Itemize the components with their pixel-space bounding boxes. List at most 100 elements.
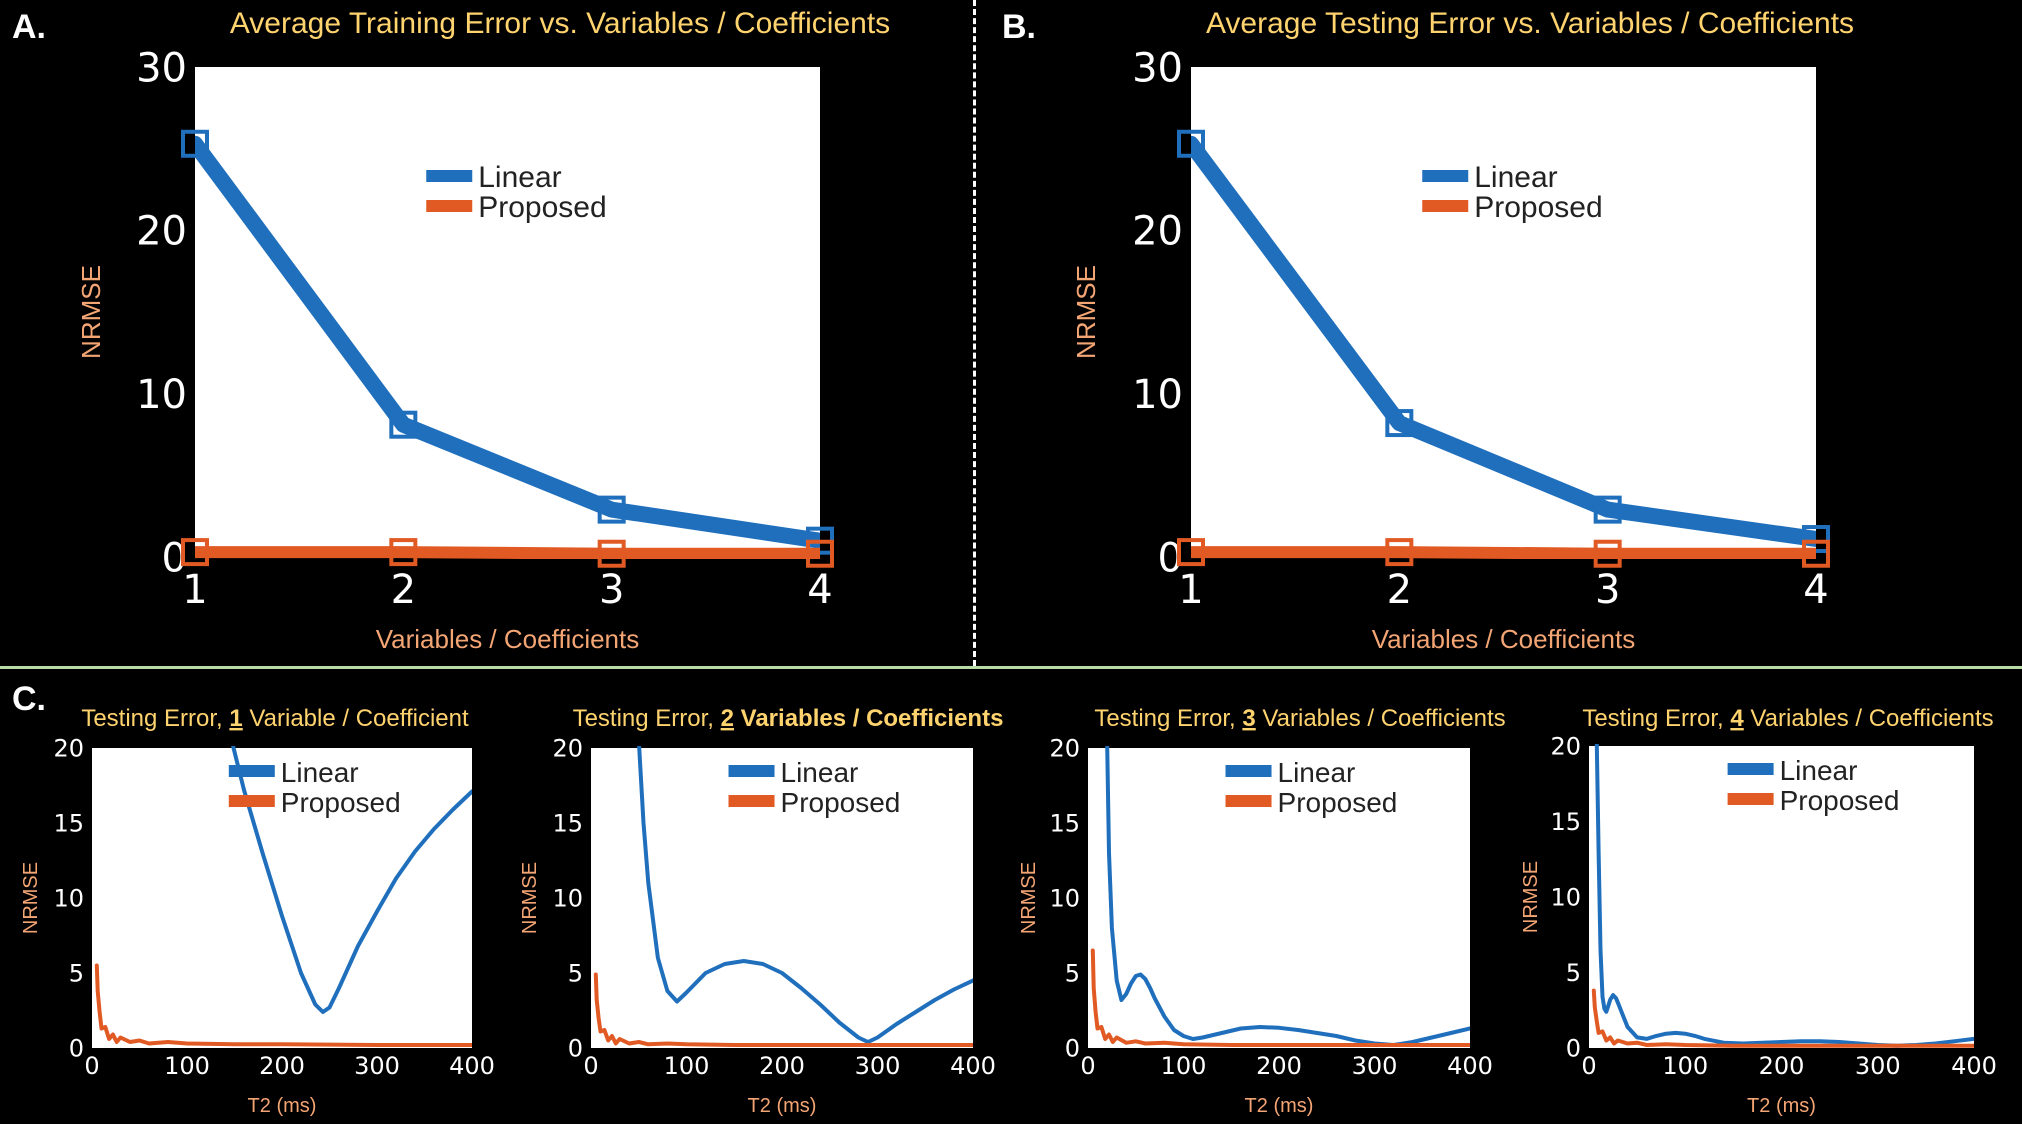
data-point-linear: [1177, 129, 1205, 158]
x-tick-label: 200: [1759, 1052, 1805, 1080]
x-axis-label: Variables / Coefficients: [376, 624, 640, 654]
y-tick-label: 20: [136, 209, 187, 255]
chart-6: Testing Error, 4 Variables / Coefficient…: [1520, 705, 1997, 1117]
x-tick-label: 300: [1352, 1052, 1398, 1080]
x-tick-label: 0: [1080, 1052, 1095, 1080]
x-tick-label: 1: [182, 567, 207, 613]
x-axis-label: T2 (ms): [748, 1095, 817, 1117]
x-tick-label: 300: [855, 1052, 901, 1080]
x-axis-label: T2 (ms): [1747, 1095, 1816, 1117]
y-tick-label: 5: [69, 960, 84, 988]
legend-swatch-linear: [1225, 765, 1272, 777]
x-tick-label: 400: [950, 1052, 996, 1080]
panel-letter-c: C.: [12, 680, 46, 718]
y-tick-label: 0: [1566, 1035, 1581, 1063]
chart-title: Testing Error, 3 Variables / Coefficient…: [1094, 705, 1505, 732]
data-point-proposed: [1177, 538, 1205, 567]
y-axis-label: NRMSE: [1018, 862, 1040, 934]
series-line-proposed: [94, 963, 472, 1047]
x-tick-label: 3: [599, 567, 624, 613]
legend-label-linear: Linear: [1278, 757, 1356, 788]
plot-area: [92, 748, 472, 1048]
legend-label-proposed: Proposed: [1780, 785, 1900, 816]
y-tick-label: 10: [1049, 885, 1080, 913]
y-tick-label: 10: [136, 372, 187, 418]
chart-title-part: 1: [229, 705, 242, 732]
chart-5: Testing Error, 3 Variables / Coefficient…: [1018, 705, 1506, 1117]
legend-label-linear: Linear: [478, 161, 561, 194]
data-point-proposed: [181, 538, 209, 567]
x-tick-label: 200: [759, 1052, 805, 1080]
x-tick-label: 400: [449, 1052, 495, 1080]
y-tick-label: 0: [69, 1035, 84, 1063]
legend-swatch-proposed: [728, 795, 775, 807]
legend-label-linear: Linear: [1474, 161, 1557, 194]
x-tick-label: 400: [1447, 1052, 1493, 1080]
chart-title: Testing Error, 4 Variables / Coefficient…: [1582, 705, 1993, 732]
data-point-proposed: [1593, 539, 1622, 568]
chart-title: Testing Error, 2 Variables / Coefficient…: [573, 705, 1004, 732]
series-line-linear: [195, 135, 820, 549]
y-tick-label: 15: [552, 810, 583, 838]
y-tick-label: 10: [53, 885, 84, 913]
chart-title-part: Testing Error,: [1094, 705, 1242, 732]
x-tick-label: 4: [1803, 567, 1828, 613]
data-point-linear: [1593, 495, 1622, 524]
plot-area: [591, 748, 973, 1048]
x-tick-label: 100: [164, 1052, 210, 1080]
data-point-proposed: [597, 539, 626, 568]
legend-label-proposed: Proposed: [1278, 787, 1398, 818]
chart-1: Average Training Error vs. Variables / C…: [76, 7, 890, 654]
y-axis-label: NRMSE: [20, 862, 42, 934]
x-tick-label: 400: [1951, 1052, 1997, 1080]
chart-title-part: 2: [721, 705, 734, 732]
chart-2: Average Testing Error vs. Variables / Co…: [1071, 7, 1854, 654]
data-point-proposed: [1802, 539, 1830, 568]
y-tick-label: 20: [552, 735, 583, 763]
chart-title-part: Testing Error,: [573, 705, 721, 732]
x-tick-label: 300: [1855, 1052, 1901, 1080]
y-tick-label: 10: [552, 885, 583, 913]
y-axis-label: NRMSE: [519, 862, 541, 934]
y-tick-label: 30: [136, 45, 187, 91]
x-axis-label: T2 (ms): [248, 1095, 317, 1117]
series-line-proposed: [1191, 546, 1816, 559]
chart-title-part: Variables / Coefficients: [734, 705, 1003, 732]
legend-swatch-proposed: [228, 795, 275, 807]
legend-label-linear: Linear: [781, 757, 859, 788]
panel-letter-b: B.: [1002, 8, 1036, 46]
chart-title: Average Testing Error vs. Variables / Co…: [1206, 7, 1854, 40]
panel-letter-a: A.: [12, 8, 46, 46]
chart-3: Testing Error, 1 Variable / Coefficient 0…: [20, 705, 495, 1117]
y-tick-label: 15: [53, 810, 84, 838]
x-tick-label: 100: [1662, 1052, 1708, 1080]
x-tick-label: 2: [1387, 567, 1412, 613]
x-tick-label: 0: [84, 1052, 99, 1080]
y-tick-label: 5: [1065, 960, 1080, 988]
y-axis-label: NRMSE: [1520, 861, 1542, 933]
legend-swatch-linear: [426, 170, 473, 182]
legend-swatch-proposed: [1225, 795, 1272, 807]
y-tick-label: 0: [568, 1035, 583, 1063]
legend-swatch-proposed: [426, 200, 473, 212]
chart-title-part: Testing Error,: [1582, 705, 1730, 732]
y-axis-label: NRMSE: [76, 265, 106, 359]
data-point-linear: [597, 495, 626, 524]
x-axis-label: T2 (ms): [1245, 1095, 1314, 1117]
chart-title-part: 4: [1730, 705, 1744, 732]
x-tick-label: 200: [1256, 1052, 1302, 1080]
horizontal-separator: [0, 666, 2022, 669]
series-line-linear: [637, 746, 973, 1044]
y-tick-label: 20: [1049, 735, 1080, 763]
legend-swatch-proposed: [1422, 200, 1469, 212]
chart-title-part: Variables / Coefficients: [1744, 705, 1994, 732]
x-tick-label: 0: [583, 1052, 598, 1080]
legend-label-linear: Linear: [1780, 755, 1858, 786]
legend-swatch-linear: [1422, 170, 1469, 182]
y-tick-label: 10: [1550, 884, 1581, 912]
chart-title: Average Training Error vs. Variables / C…: [230, 7, 890, 40]
x-tick-label: 200: [259, 1052, 305, 1080]
legend-swatch-linear: [228, 765, 275, 777]
data-point-linear: [389, 410, 418, 439]
y-tick-label: 5: [1566, 959, 1581, 987]
